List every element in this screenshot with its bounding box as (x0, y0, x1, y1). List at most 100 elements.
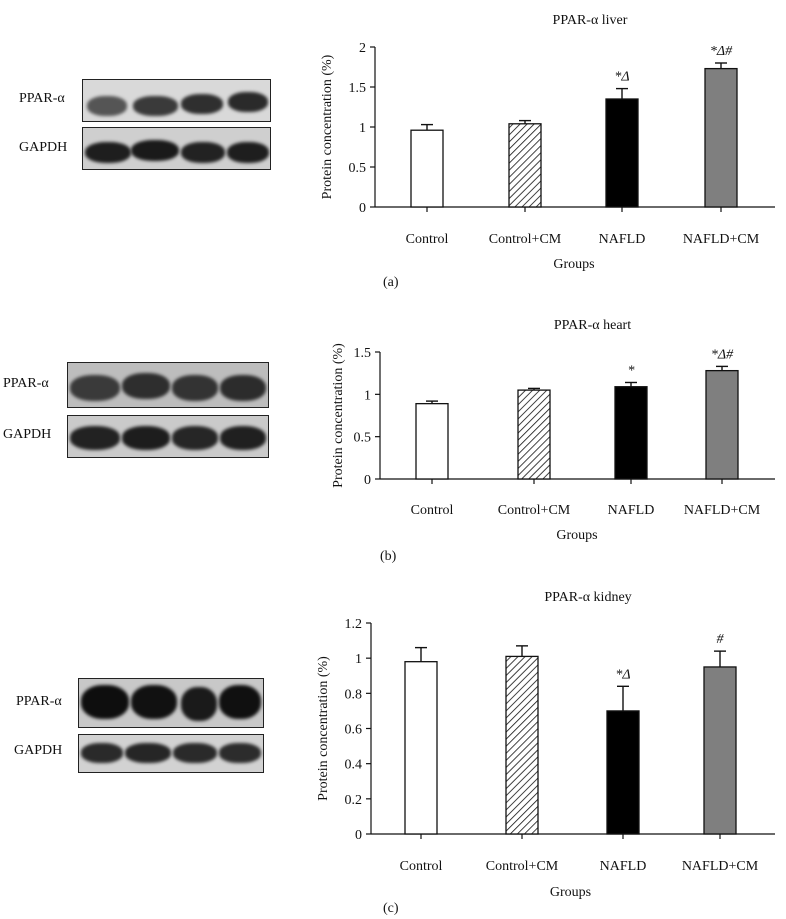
western-blot-ppar (67, 362, 269, 408)
western-blot-gapdh (78, 734, 264, 773)
x-tick-label: NAFLD (608, 503, 655, 518)
blot-label-ppar: PPAR-α (19, 91, 65, 106)
bar-nafld (605, 98, 639, 208)
y-tick-label: 0.2 (345, 793, 363, 808)
x-tick-label: NAFLD+CM (683, 232, 760, 247)
blot-band (70, 426, 120, 450)
panel-c: PPAR-α GAPDH PPAR-α kidney 0 0.2 0.4 0.6 0.8 1… (0, 580, 786, 919)
blot-band (172, 375, 218, 401)
blot-band (220, 426, 266, 450)
bar-control-plus-cm (505, 655, 539, 835)
significance-label: # (717, 632, 725, 647)
panel-a: PPAR-α GAPDH PPAR-α liver 0 0.5 1 1.5 2 Protei… (0, 0, 786, 300)
y-tick-label: 1 (355, 652, 362, 667)
bar-control-plus-cm (517, 389, 551, 480)
blot-band (181, 687, 217, 721)
y-tick-label: 1.5 (349, 81, 367, 96)
y-tick-label: 0 (355, 828, 362, 843)
significance-label: *Δ# (710, 44, 733, 59)
y-tick-label: 0 (364, 473, 371, 488)
blot-band (133, 96, 178, 116)
y-tick-label: 0.4 (345, 758, 363, 773)
bar-control (404, 661, 438, 835)
x-tick-label: Control+CM (498, 503, 571, 518)
y-tick-label: 0.5 (349, 161, 367, 176)
x-tick-label: NAFLD+CM (684, 503, 761, 518)
blot-band (227, 142, 269, 163)
significance-label: *Δ (614, 70, 629, 85)
blot-band (173, 743, 217, 763)
y-tick-label: 1.5 (354, 346, 372, 361)
blot-band (122, 373, 170, 399)
bar-chart: PPAR-α liver 0 0.5 1 1.5 2 Protein concentrati… (320, 13, 775, 272)
significance-label: *Δ# (711, 347, 734, 362)
y-axis-label: Protein concentration (%) (316, 656, 331, 801)
chart-title: PPAR-α heart (554, 318, 631, 333)
y-tick-label: 0.5 (354, 431, 372, 446)
significance-label: * (628, 363, 635, 378)
blot-band (122, 426, 170, 450)
chart-title: PPAR-α liver (553, 13, 628, 28)
blot-band (70, 375, 120, 401)
x-tick-label: Control+CM (486, 859, 559, 874)
bar-chart: PPAR-α heart 0 0.5 1 1.5 Protein concentratio… (331, 318, 775, 543)
significance-label: *Δ (615, 667, 630, 682)
x-tick-label: NAFLD+CM (682, 859, 759, 874)
blot-band (172, 426, 218, 450)
blot-band (125, 743, 171, 763)
y-axis-label: Protein concentration (%) (320, 54, 335, 199)
blot-band (81, 685, 129, 719)
y-tick-label: 1 (359, 121, 366, 136)
blot-band (81, 743, 123, 763)
western-blot-gapdh (67, 415, 269, 458)
x-tick-label: Control (406, 232, 449, 247)
panel-caption: (c) (383, 901, 399, 916)
x-tick-label: Control+CM (489, 232, 562, 247)
blot-band (85, 142, 131, 163)
x-tick-label: NAFLD (600, 859, 647, 874)
y-tick-label: 0.6 (345, 723, 363, 738)
blot-label-gapdh: GAPDH (19, 140, 68, 155)
x-tick-label: Control (411, 503, 454, 518)
x-axis-label: Groups (556, 528, 597, 543)
x-tick-label: NAFLD (599, 232, 646, 247)
y-axis-label: Protein concentration (%) (331, 343, 346, 488)
panel-caption: (b) (380, 549, 397, 564)
panel-caption: (a) (383, 275, 399, 290)
y-tick-label: 2 (359, 41, 366, 56)
blot-band (219, 685, 261, 719)
western-blot-gapdh (82, 127, 271, 170)
bar-control (410, 129, 444, 208)
bar-control-plus-cm (508, 123, 542, 208)
x-axis-label: Groups (550, 885, 591, 900)
western-blot-ppar (78, 678, 264, 728)
blot-band (87, 96, 127, 116)
blot-label-ppar: PPAR-α (16, 694, 62, 709)
y-tick-label: 1.2 (345, 617, 363, 632)
blot-band (131, 140, 179, 161)
blot-band (181, 94, 223, 114)
blot-band (181, 142, 225, 163)
bar-nafld (614, 386, 648, 480)
bar-control (415, 402, 449, 480)
blot-band (228, 92, 268, 112)
bar-nafld-plus-cm (704, 67, 738, 208)
y-tick-label: 1 (364, 388, 371, 403)
bar-nafld (606, 710, 640, 835)
blot-band (219, 743, 261, 763)
y-tick-label: 0 (359, 201, 366, 216)
bar-nafld-plus-cm (705, 369, 739, 480)
panel-b: PPAR-α GAPDH PPAR-α heart 0 0.5 1 1.5 Protein… (0, 300, 786, 580)
y-tick-label: 0.8 (345, 687, 363, 702)
x-tick-label: Control (400, 859, 443, 874)
blot-band (220, 375, 266, 401)
blot-label-ppar: PPAR-α (3, 376, 49, 391)
bar-chart: PPAR-α kidney 0 0.2 0.4 0.6 0.8 1 1.2 Protein co… (316, 590, 775, 900)
bar-nafld-plus-cm (703, 666, 737, 835)
x-axis-label: Groups (553, 257, 594, 272)
blot-band (131, 685, 177, 719)
western-blot-ppar (82, 79, 271, 122)
blot-label-gapdh: GAPDH (14, 743, 63, 758)
blot-label-gapdh: GAPDH (3, 427, 52, 442)
